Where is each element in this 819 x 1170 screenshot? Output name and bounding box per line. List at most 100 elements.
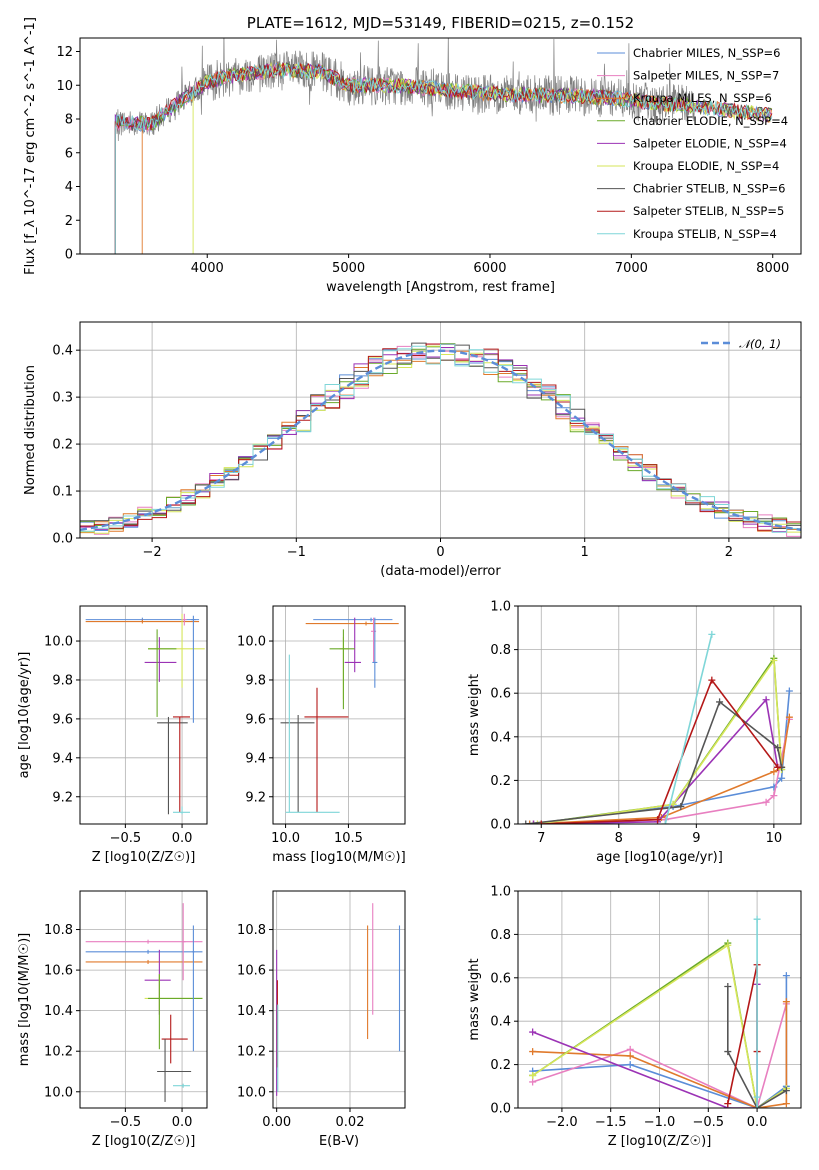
y-tick-label: 0.4 (490, 730, 511, 745)
data-point-1 (305, 621, 399, 626)
y-tick-label: 12 (56, 45, 73, 60)
weight-marker (782, 1100, 790, 1108)
plot-area-mass-vs-ebv (276, 903, 401, 1096)
weight-marker (626, 1045, 634, 1053)
y-tick-label: 10.0 (44, 635, 73, 650)
x-tick-label: 10.0 (271, 831, 300, 846)
y-tick-label: 9.4 (52, 751, 73, 766)
data-point-7 (161, 1014, 188, 1064)
weight-marker (782, 972, 790, 980)
weight-marker (537, 820, 545, 824)
y-axis-label: mass [log10(M/M☉)] (17, 933, 32, 1066)
axes-mass-weight-vs-Z: −2.0 −1.5 −1.0 −0.5 0.0 0.0 0.2 0.4 0.6 0.8 1.0 Z [… (467, 885, 802, 1149)
y-tick-label: 10.4 (44, 1004, 73, 1019)
y-tick-label: 0.3 (52, 391, 73, 406)
x-tick-label: −2 (143, 545, 162, 560)
weight-marker (708, 630, 716, 638)
y-tick-label: 0.0 (490, 818, 511, 833)
y-axis-label: Normed distribution (23, 365, 38, 495)
y-tick-label: 0.4 (490, 1015, 511, 1030)
weight-marker (782, 998, 790, 1006)
y-axis-label: age [log10(age/yr)] (17, 652, 32, 779)
weight-marker (661, 820, 669, 824)
x-tick-label: 4000 (191, 261, 224, 276)
weight-marker (529, 1071, 537, 1079)
x-tick-label: 0 (436, 545, 444, 560)
weight-line-7 (541, 678, 779, 824)
x-tick-label: −0.5 (110, 831, 142, 846)
weight-marker (785, 713, 793, 721)
model-spectrum-1 (114, 61, 773, 254)
y-tick-label: 0.6 (490, 971, 511, 986)
y-tick-label: 0.8 (490, 928, 511, 943)
weight-marker (529, 1078, 537, 1086)
y-tick-label: 9.2 (245, 790, 266, 805)
weight-line-6 (727, 986, 787, 1108)
weight-marker (529, 1028, 537, 1036)
data-point-1 (85, 619, 200, 624)
weight-marker (770, 792, 778, 800)
y-tick-label: 9.4 (245, 751, 266, 766)
x-axis-label: (data-model)/error (380, 564, 501, 579)
plot-frame (517, 890, 802, 1109)
y-tick-label: 2 (65, 214, 73, 229)
weight-line-3 (533, 655, 783, 824)
y-tick-label: 9.6 (245, 712, 266, 727)
y-tick-label: 9.8 (52, 673, 73, 688)
y-tick-label: 10.0 (237, 635, 266, 650)
y-tick-label: 0.4 (52, 344, 73, 359)
weight-marker (762, 798, 770, 806)
legend-label: Chabrier ELODIE, N_SSP=4 (633, 114, 788, 128)
data-point-7 (172, 716, 190, 813)
legend-label: Kroupa ELODIE, N_SSP=4 (633, 159, 779, 173)
weight-marker (526, 820, 534, 824)
data-point-9 (172, 1083, 190, 1088)
y-axis-label: mass weight (467, 958, 482, 1040)
axes-age-vs-Z: −0.5 0.0 9.2 9.4 9.6 9.8 10.0 Z [log10(Z/Z☉)] ag… (17, 605, 208, 865)
data-point-6 (280, 715, 315, 813)
axes-mass-weight-vs-age: 7 8 9 10 0.0 0.2 0.4 0.6 0.8 1.0 age [log10(age/yr… (467, 600, 802, 865)
weight-marker (522, 820, 530, 824)
weight-marker (753, 915, 761, 923)
x-axis-label: Z [log10(Z/Z☉)] (608, 1134, 712, 1149)
weight-marker (770, 768, 778, 776)
x-tick-label: 5000 (332, 261, 365, 276)
data-point-10 (192, 925, 195, 1052)
y-tick-label: 10.6 (237, 964, 266, 979)
y-tick-label: 9.2 (52, 790, 73, 805)
y-axis-label: mass weight (467, 674, 482, 756)
axes-residuals: −2 −1 0 1 2 0.0 0.1 0.2 0.3 0.4 (data-model)/error… (23, 321, 802, 579)
data-point-3 (144, 637, 177, 682)
plot-frame (79, 605, 208, 825)
y-tick-label: 10.0 (237, 1085, 266, 1100)
weight-line-2 (532, 1001, 788, 1108)
model-spectrum-8 (114, 61, 773, 254)
weight-marker (762, 696, 770, 704)
x-tick-label: −0.5 (110, 1115, 142, 1130)
data-point-9 (372, 617, 378, 688)
x-tick-label: −1 (287, 545, 306, 560)
plot-area-residuals (80, 342, 801, 537)
weight-marker (677, 803, 685, 811)
data-point-2 (182, 613, 187, 626)
plot-area-spectrum (114, 38, 773, 254)
x-tick-label: 0.02 (336, 1115, 365, 1130)
x-tick-label: 0.0 (747, 1115, 768, 1130)
x-tick-label: 0.0 (172, 1115, 193, 1130)
weight-marker (774, 744, 782, 752)
weight-marker (708, 676, 716, 684)
weight-marker (724, 941, 732, 949)
y-tick-label: 0.2 (52, 438, 73, 453)
legend-label: Chabrier MILES, N_SSP=6 (633, 46, 780, 60)
plot-frame (79, 321, 802, 539)
y-tick-label: 9.6 (52, 712, 73, 727)
weight-marker (785, 687, 793, 695)
x-tick-label: 10.5 (334, 831, 363, 846)
y-tick-label: 8 (65, 113, 73, 128)
x-tick-label: 0.0 (172, 831, 193, 846)
legend-label: Salpeter ELODIE, N_SSP=4 (633, 136, 787, 150)
data-point-8 (157, 1039, 192, 1102)
x-axis-label: wavelength [Angstrom, rest frame] (326, 280, 555, 295)
plot-area-age-vs-mass (280, 617, 399, 813)
